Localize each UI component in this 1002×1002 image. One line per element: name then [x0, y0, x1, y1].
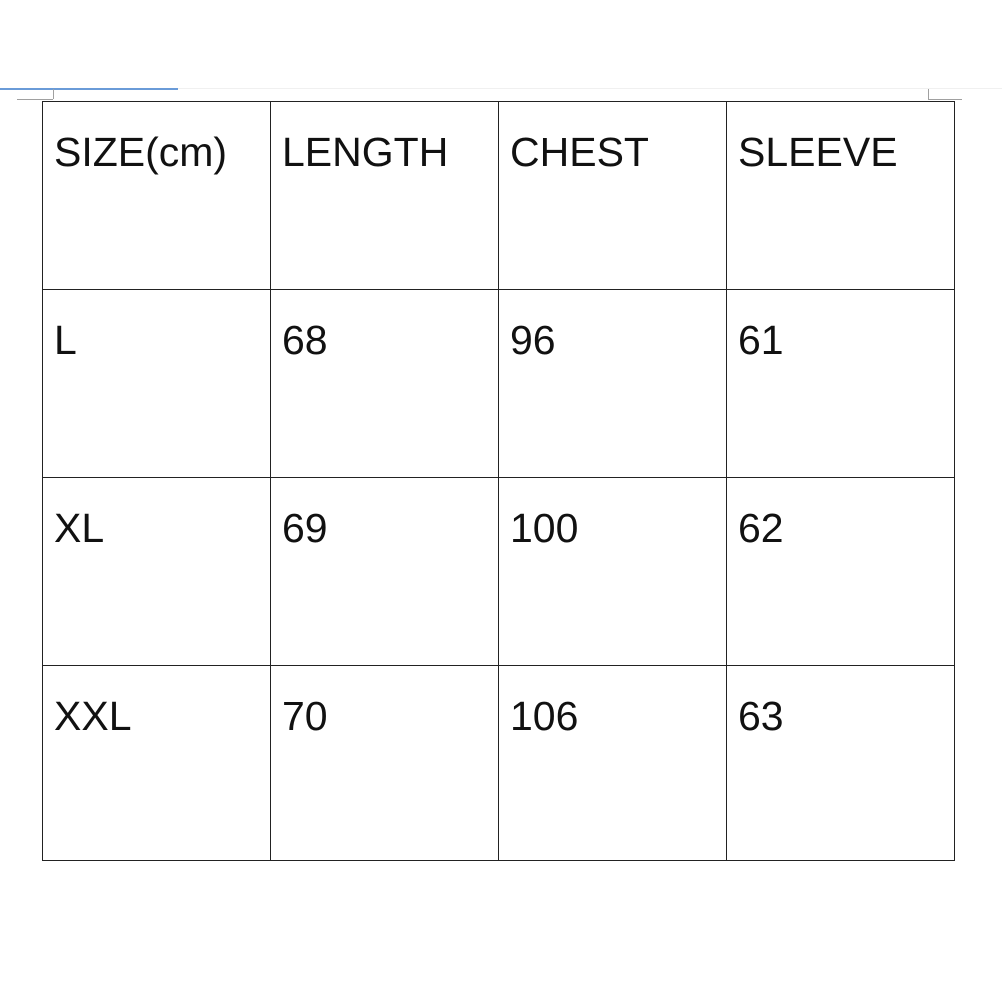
header-cell: LENGTH	[270, 101, 499, 290]
table-cell: 68	[270, 289, 499, 478]
header-size: SIZE(cm)	[54, 129, 228, 175]
selection-indicator-line	[0, 88, 178, 90]
margin-mark-right	[928, 99, 962, 100]
table-cell: 96	[498, 289, 727, 478]
cell-length: 70	[282, 693, 328, 739]
table-row: XL 69 100 62	[42, 477, 955, 666]
table-cell: XXL	[42, 665, 271, 861]
table-cell: 62	[726, 477, 955, 666]
cell-size: XL	[54, 505, 105, 551]
cell-size: XXL	[54, 693, 132, 739]
margin-mark-left	[17, 99, 53, 100]
header-chest: CHEST	[510, 129, 649, 175]
table-cell: L	[42, 289, 271, 478]
page-edge-line	[178, 88, 1002, 89]
cell-sleeve: 61	[738, 317, 784, 363]
header-length: LENGTH	[282, 129, 449, 175]
margin-mark-left-vertical	[53, 89, 54, 99]
header-cell: SLEEVE	[726, 101, 955, 290]
cell-sleeve: 62	[738, 505, 784, 551]
cell-chest: 96	[510, 317, 556, 363]
table-cell: 70	[270, 665, 499, 861]
table-row: XXL 70 106 63	[42, 665, 955, 861]
table-cell: 100	[498, 477, 727, 666]
table-cell: 61	[726, 289, 955, 478]
table-cell: 106	[498, 665, 727, 861]
table-cell: XL	[42, 477, 271, 666]
table-cell: 63	[726, 665, 955, 861]
cell-chest: 106	[510, 693, 579, 739]
size-chart-table: SIZE(cm) LENGTH CHEST SLEEVE L 68 96 61 …	[42, 101, 955, 861]
header-sleeve: SLEEVE	[738, 129, 898, 175]
header-cell: SIZE(cm)	[42, 101, 271, 290]
margin-mark-right-vertical	[928, 89, 929, 99]
cell-size: L	[54, 317, 77, 363]
header-cell: CHEST	[498, 101, 727, 290]
table-row: L 68 96 61	[42, 289, 955, 478]
table-header-row: SIZE(cm) LENGTH CHEST SLEEVE	[42, 101, 955, 290]
cell-chest: 100	[510, 505, 579, 551]
cell-sleeve: 63	[738, 693, 784, 739]
table-cell: 69	[270, 477, 499, 666]
cell-length: 69	[282, 505, 328, 551]
cell-length: 68	[282, 317, 328, 363]
